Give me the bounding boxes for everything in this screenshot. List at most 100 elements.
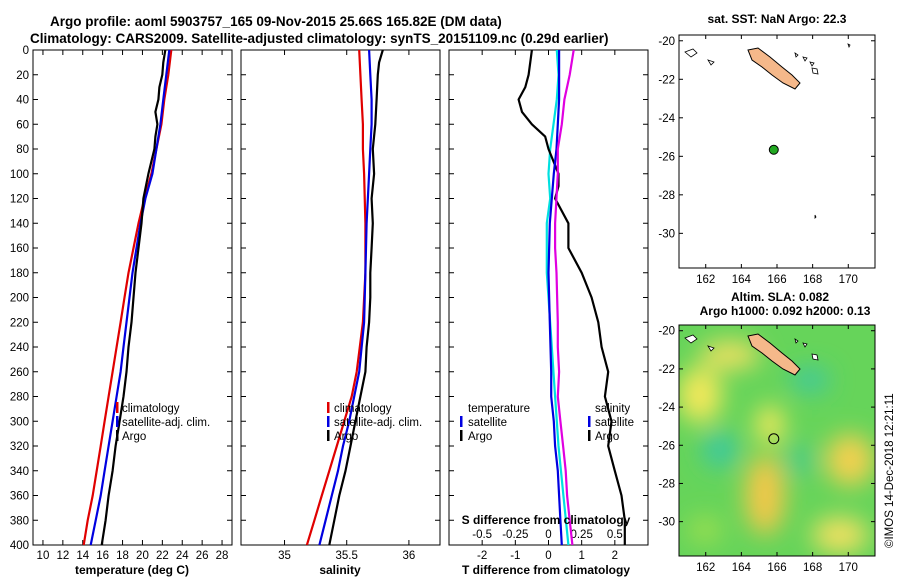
- sla-blob: [745, 455, 785, 535]
- series-line-t-argo: [517, 50, 626, 545]
- sla-blob: [687, 516, 723, 544]
- map-y-tick-label: -30: [658, 228, 675, 240]
- map-x-tick-label: 170: [839, 274, 858, 286]
- depth-tick-label: 20: [16, 70, 29, 82]
- map-x-tick-label: 166: [767, 562, 786, 574]
- new-caledonia-land: [747, 47, 801, 90]
- map-x-tick-label: 168: [803, 562, 822, 574]
- sla-blob: [756, 405, 784, 445]
- series-line-s-satellite: [547, 50, 563, 545]
- depth-tick-label: 300: [10, 416, 29, 428]
- legend-swatch-t-argo: [460, 430, 463, 441]
- salinity-panel: 35 35.5 36 climatology satellite-adj. clim…: [240, 49, 441, 577]
- series-line-climatology: [305, 50, 367, 545]
- legend-t-argo: Argo: [468, 431, 492, 443]
- map-x-tick-label: 164: [732, 274, 752, 286]
- map-y-tick-label: -24: [658, 402, 675, 414]
- sst-map-axes: 162 164 166 168 170 -20 -22 -24 -26 -28 -30: [658, 35, 875, 286]
- sst-map-title: sat. SST: NaN Argo: 22.3: [708, 12, 847, 26]
- depth-tick-label: 340: [10, 466, 29, 478]
- salinity-x-axis: 35 35.5 36: [278, 50, 415, 562]
- sla-heatmap-blobs: [679, 341, 874, 553]
- small-islands: [684, 334, 819, 361]
- difference-legend: temperature satellite Argo salinity sate…: [460, 403, 634, 443]
- map-x-tick-label: 162: [696, 562, 715, 574]
- series-line-argo: [100, 50, 167, 545]
- legend-swatch-climatology: [116, 402, 119, 413]
- sla-map-axes: 162 164 166 168 170 -20 -22 -24 -26 -28 -30: [658, 325, 875, 574]
- legend-swatch-s-argo: [588, 430, 591, 441]
- x-tick-label: -1: [510, 550, 520, 562]
- temperature-series: [82, 50, 173, 545]
- map-y-tick-label: -22: [658, 74, 675, 86]
- depth-tick-label: 100: [10, 169, 29, 181]
- imos-watermark: ©IMOS 14-Dec-2018 12:21:11: [884, 393, 896, 548]
- legend-climatology: climatology: [122, 403, 180, 415]
- map-y-tick-label: -20: [658, 326, 675, 338]
- map-x-tick-label: 166: [767, 274, 786, 286]
- depth-tick-label: 180: [10, 268, 29, 280]
- x-tick-label: -2: [477, 550, 487, 562]
- salinity-series: [305, 50, 384, 545]
- x-tick-label: 26: [196, 550, 209, 562]
- x-tick-label: 35: [278, 550, 291, 562]
- x-top-tick-label: 0: [545, 529, 551, 541]
- depth-tick-label: 60: [16, 119, 29, 131]
- depth-tick-label: 360: [10, 491, 29, 503]
- series-line-t-satellite: [545, 50, 570, 545]
- legend-climatology: climatology: [334, 403, 392, 415]
- map-y-tick-label: -24: [658, 113, 675, 125]
- small-islands: [684, 43, 851, 219]
- depth-tick-label: 380: [10, 515, 29, 527]
- sla-map-title-2: Argo h1000: 0.092 h2000: 0.13: [700, 304, 871, 318]
- sla-blob: [790, 368, 830, 392]
- depth-axis: 0 20 40 60 80 100 120 140 160 180 200 220 240 260 280 3…: [10, 45, 232, 552]
- x-tick-label: 36: [403, 550, 416, 562]
- depth-tick-label: 80: [16, 144, 29, 156]
- x-top-tick-label: 0.5: [607, 529, 623, 541]
- map-y-tick-label: -26: [658, 151, 675, 163]
- x-tick-label: 28: [216, 550, 229, 562]
- legend-swatch-argo: [327, 430, 330, 441]
- legend-temperature: temperature: [468, 403, 530, 415]
- map-x-tick-label: 168: [803, 274, 822, 286]
- legend-swatch-climatology: [327, 402, 330, 413]
- map-y-tick-label: -30: [658, 517, 675, 529]
- sla-blob: [826, 434, 874, 486]
- temperature-axis-label: temperature (deg C): [75, 563, 189, 577]
- sla-heatmap: [679, 325, 875, 556]
- sla-map: Altim. SLA: 0.082 Argo h1000: 0.092 h200…: [658, 290, 876, 574]
- series-line-s-argo: [553, 50, 575, 545]
- map-x-tick-label: 164: [732, 562, 752, 574]
- depth-tick-label: 220: [10, 317, 29, 329]
- depth-tick-label: 400: [10, 540, 29, 552]
- x-tick-label: 1: [578, 550, 584, 562]
- t-difference-x-axis: -2 -1 0 1 2 -0.5 -0.25 0 0.25 0.5: [472, 50, 623, 562]
- legend-s-satellite: satellite: [595, 417, 634, 429]
- legend-satellite-adj: satellite-adj. clim.: [122, 417, 210, 429]
- depth-tick-label: 0: [23, 45, 29, 57]
- sla-blob: [812, 517, 868, 553]
- sla-blob: [700, 341, 760, 369]
- depth-tick-label: 240: [10, 342, 29, 354]
- series-line-satellite-adj-clim-: [89, 50, 171, 545]
- sst-map-coastline: [684, 43, 851, 219]
- x-tick-label: 18: [116, 550, 129, 562]
- depth-tick-label: 40: [16, 95, 29, 107]
- loyalty-islands: [794, 52, 815, 67]
- depth-tick-label: 260: [10, 367, 29, 379]
- s-difference-axis-label: S difference from climatology: [462, 513, 631, 527]
- x-tick-label: 20: [136, 550, 149, 562]
- map-y-tick-label: -28: [658, 478, 675, 490]
- sst-argo-location-marker: [768, 144, 779, 155]
- legend-salinity: salinity: [595, 403, 630, 415]
- legend-satellite-adj: satellite-adj. clim.: [334, 417, 422, 429]
- legend-t-satellite: satellite: [468, 417, 507, 429]
- map-y-tick-label: -26: [658, 440, 675, 452]
- salinity-axis-label: salinity: [319, 563, 361, 577]
- depth-tick-label: 140: [10, 218, 29, 230]
- legend-argo: Argo: [122, 431, 146, 443]
- sla-argo-location-marker: [768, 433, 780, 445]
- legend-swatch-s-satellite: [588, 416, 591, 427]
